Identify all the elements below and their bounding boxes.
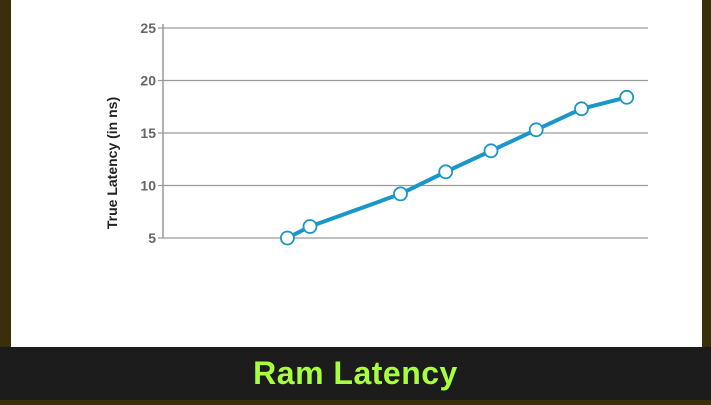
chart-panel: 25 20 15 10 5 True Latency (in ns) [11,0,702,347]
y-tick-label-10: 10 [140,178,156,194]
series-layer [279,89,635,246]
y-tick-label-25: 25 [140,20,156,36]
series-line-0 [286,95,628,240]
caption-bar: Ram Latency [0,347,711,400]
y-tick-labels: 25 20 15 10 5 [140,20,163,246]
line-chart: 25 20 15 10 5 True Latency (in ns) [104,20,648,246]
data-point-7 [619,89,635,105]
data-point-3 [438,164,454,180]
data-point-6 [574,101,589,117]
grid-lines [163,27,648,239]
data-point-2 [393,186,408,202]
data-point-4 [483,143,499,159]
y-tick-label-5: 5 [148,230,156,246]
data-point-5 [528,122,544,138]
data-point-0 [279,230,295,246]
caption-title: Ram Latency [253,355,458,391]
y-tick-label-15: 15 [140,125,156,141]
y-tick-label-20: 20 [140,73,156,89]
data-point-1 [302,219,318,234]
bottom-frame [0,400,711,405]
y-axis-label: True Latency (in ns) [104,97,120,229]
